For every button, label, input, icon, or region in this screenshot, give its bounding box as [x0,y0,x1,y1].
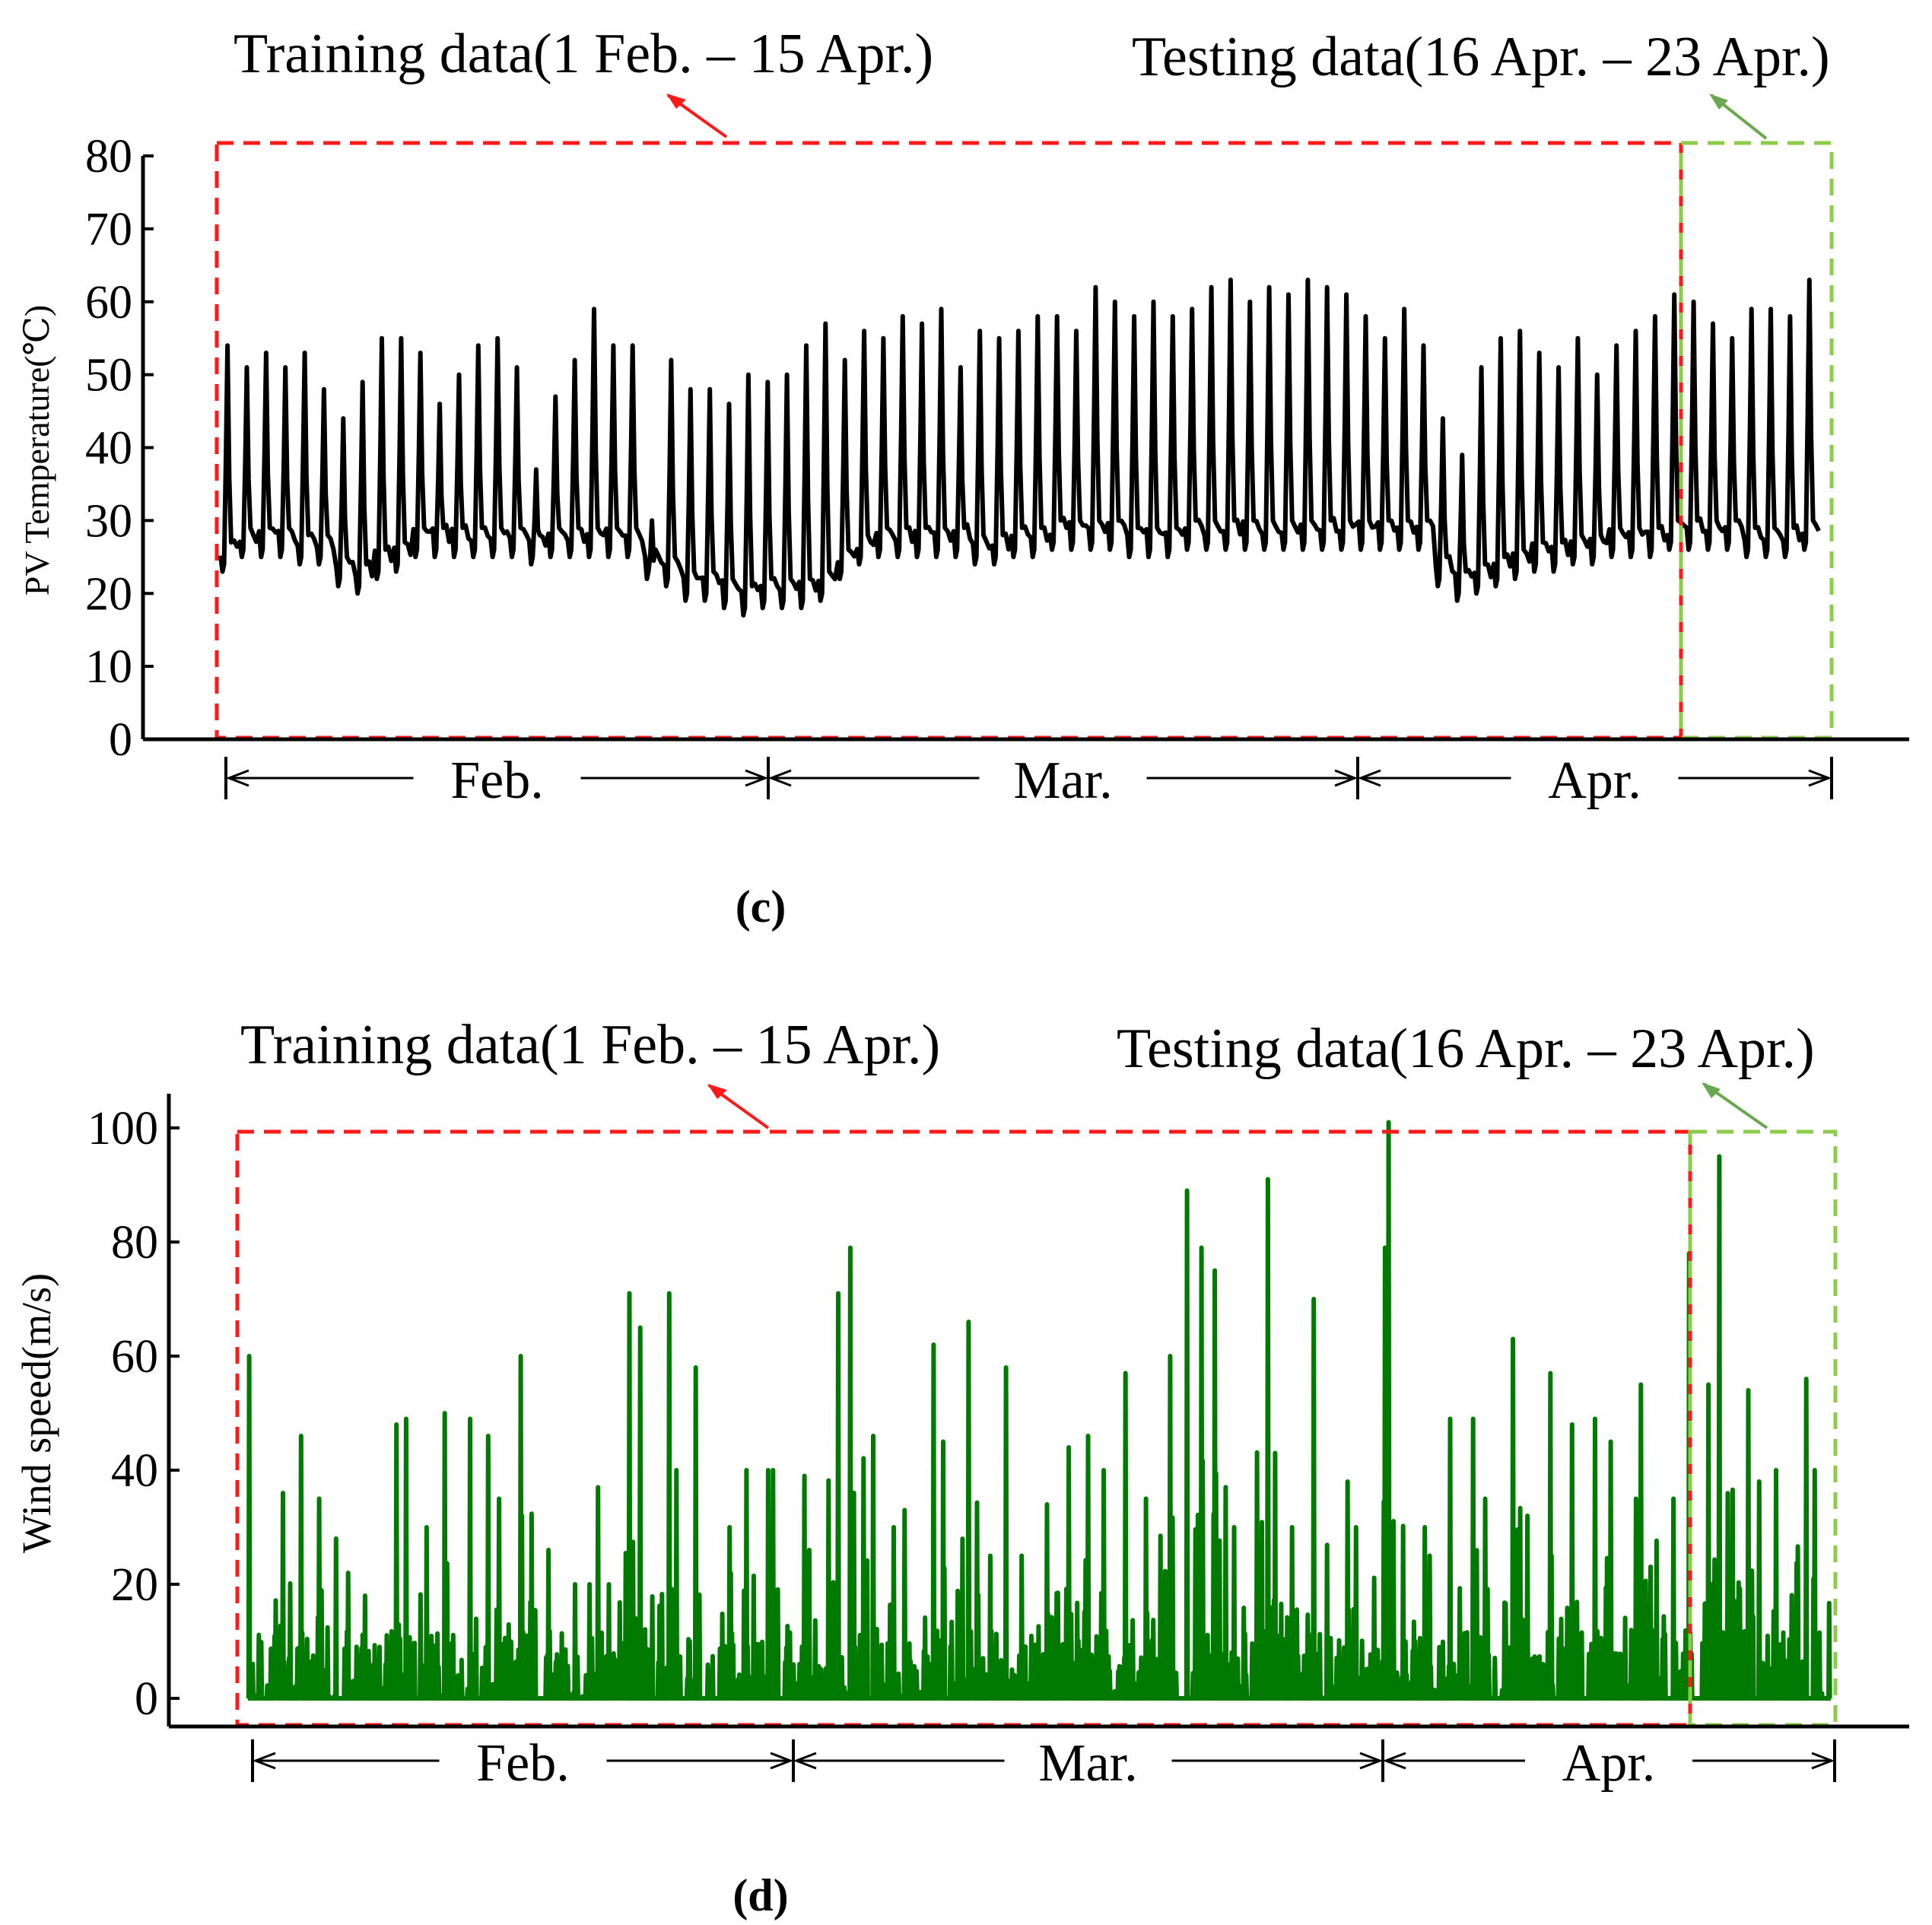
y-tick-label: 20 [85,568,132,620]
training-arrow-head [666,94,686,109]
month-arrow-head [745,769,769,787]
y-tick-label: 0 [135,1673,158,1725]
month-arrow-head [1808,769,1832,787]
y-tick-label: 30 [85,495,132,547]
y-tick-label: 40 [85,423,132,475]
training-arrow-head [707,1084,727,1099]
month-arrow-head [252,1752,276,1770]
wind-speed-chart: Training data(1 Feb. – 15 Apr.) Testing … [14,1014,1909,1920]
month-arrow-head [1811,1752,1835,1770]
month-label: Apr. [1562,1734,1656,1793]
month-arrow-head [793,1752,817,1770]
month-arrow-head [1359,1752,1384,1770]
y-tick-label: 10 [85,641,132,693]
month-arrow-head [1357,769,1381,787]
y-tick-label: 50 [85,350,132,402]
wind-speed-series [246,1120,1833,1701]
testing-arrow-head [1702,1082,1721,1098]
y-tick-label: 20 [111,1559,158,1611]
testing-arrow-head [1709,94,1728,110]
month-bracket: Feb. Mar. Apr. [224,751,1833,810]
y-tick-label: 80 [85,131,132,183]
month-label: Feb. [450,751,544,810]
panel-label-d: (d) [732,1870,788,1920]
month-arrow-head [225,769,249,787]
y-tick-label: 70 [85,204,132,256]
training-data-label: Training data(1 Feb. – 15 Apr.) [240,1014,940,1076]
y-axis-label: Wind speed(m/s) [14,1273,59,1553]
y-tick-label: 80 [111,1217,158,1269]
y-tick-label: 40 [111,1445,158,1497]
pv-temperature-chart: Training data(1 Feb. – 15 Apr.) Testing … [17,23,1909,932]
month-label: Apr. [1548,751,1641,810]
month-arrow-head [770,1752,794,1770]
pv-temperature-series [218,278,1821,618]
month-label: Mar. [1038,1734,1137,1793]
month-bracket: Feb. Mar. Apr. [251,1734,1836,1793]
panel-label-c: (c) [736,881,786,932]
y-tick-label: 60 [85,277,132,329]
month-arrow-head [1382,1752,1406,1770]
month-label: Mar. [1013,751,1112,810]
month-arrow-head [767,769,792,787]
y-axis-label: PV Temperature(℃) [17,305,56,596]
month-arrow-head [1334,769,1358,787]
y-tick-label: 0 [109,714,132,766]
y-tick-label: 60 [111,1331,158,1383]
testing-data-label: Testing data(16 Apr. – 23 Apr.) [1117,1018,1815,1080]
month-label: Feb. [476,1734,570,1793]
testing-data-label: Testing data(16 Apr. – 23 Apr.) [1132,26,1830,88]
training-data-label: Training data(1 Feb. – 15 Apr.) [234,23,933,85]
training-region-box [214,141,1683,740]
y-tick-label: 100 [87,1103,158,1155]
